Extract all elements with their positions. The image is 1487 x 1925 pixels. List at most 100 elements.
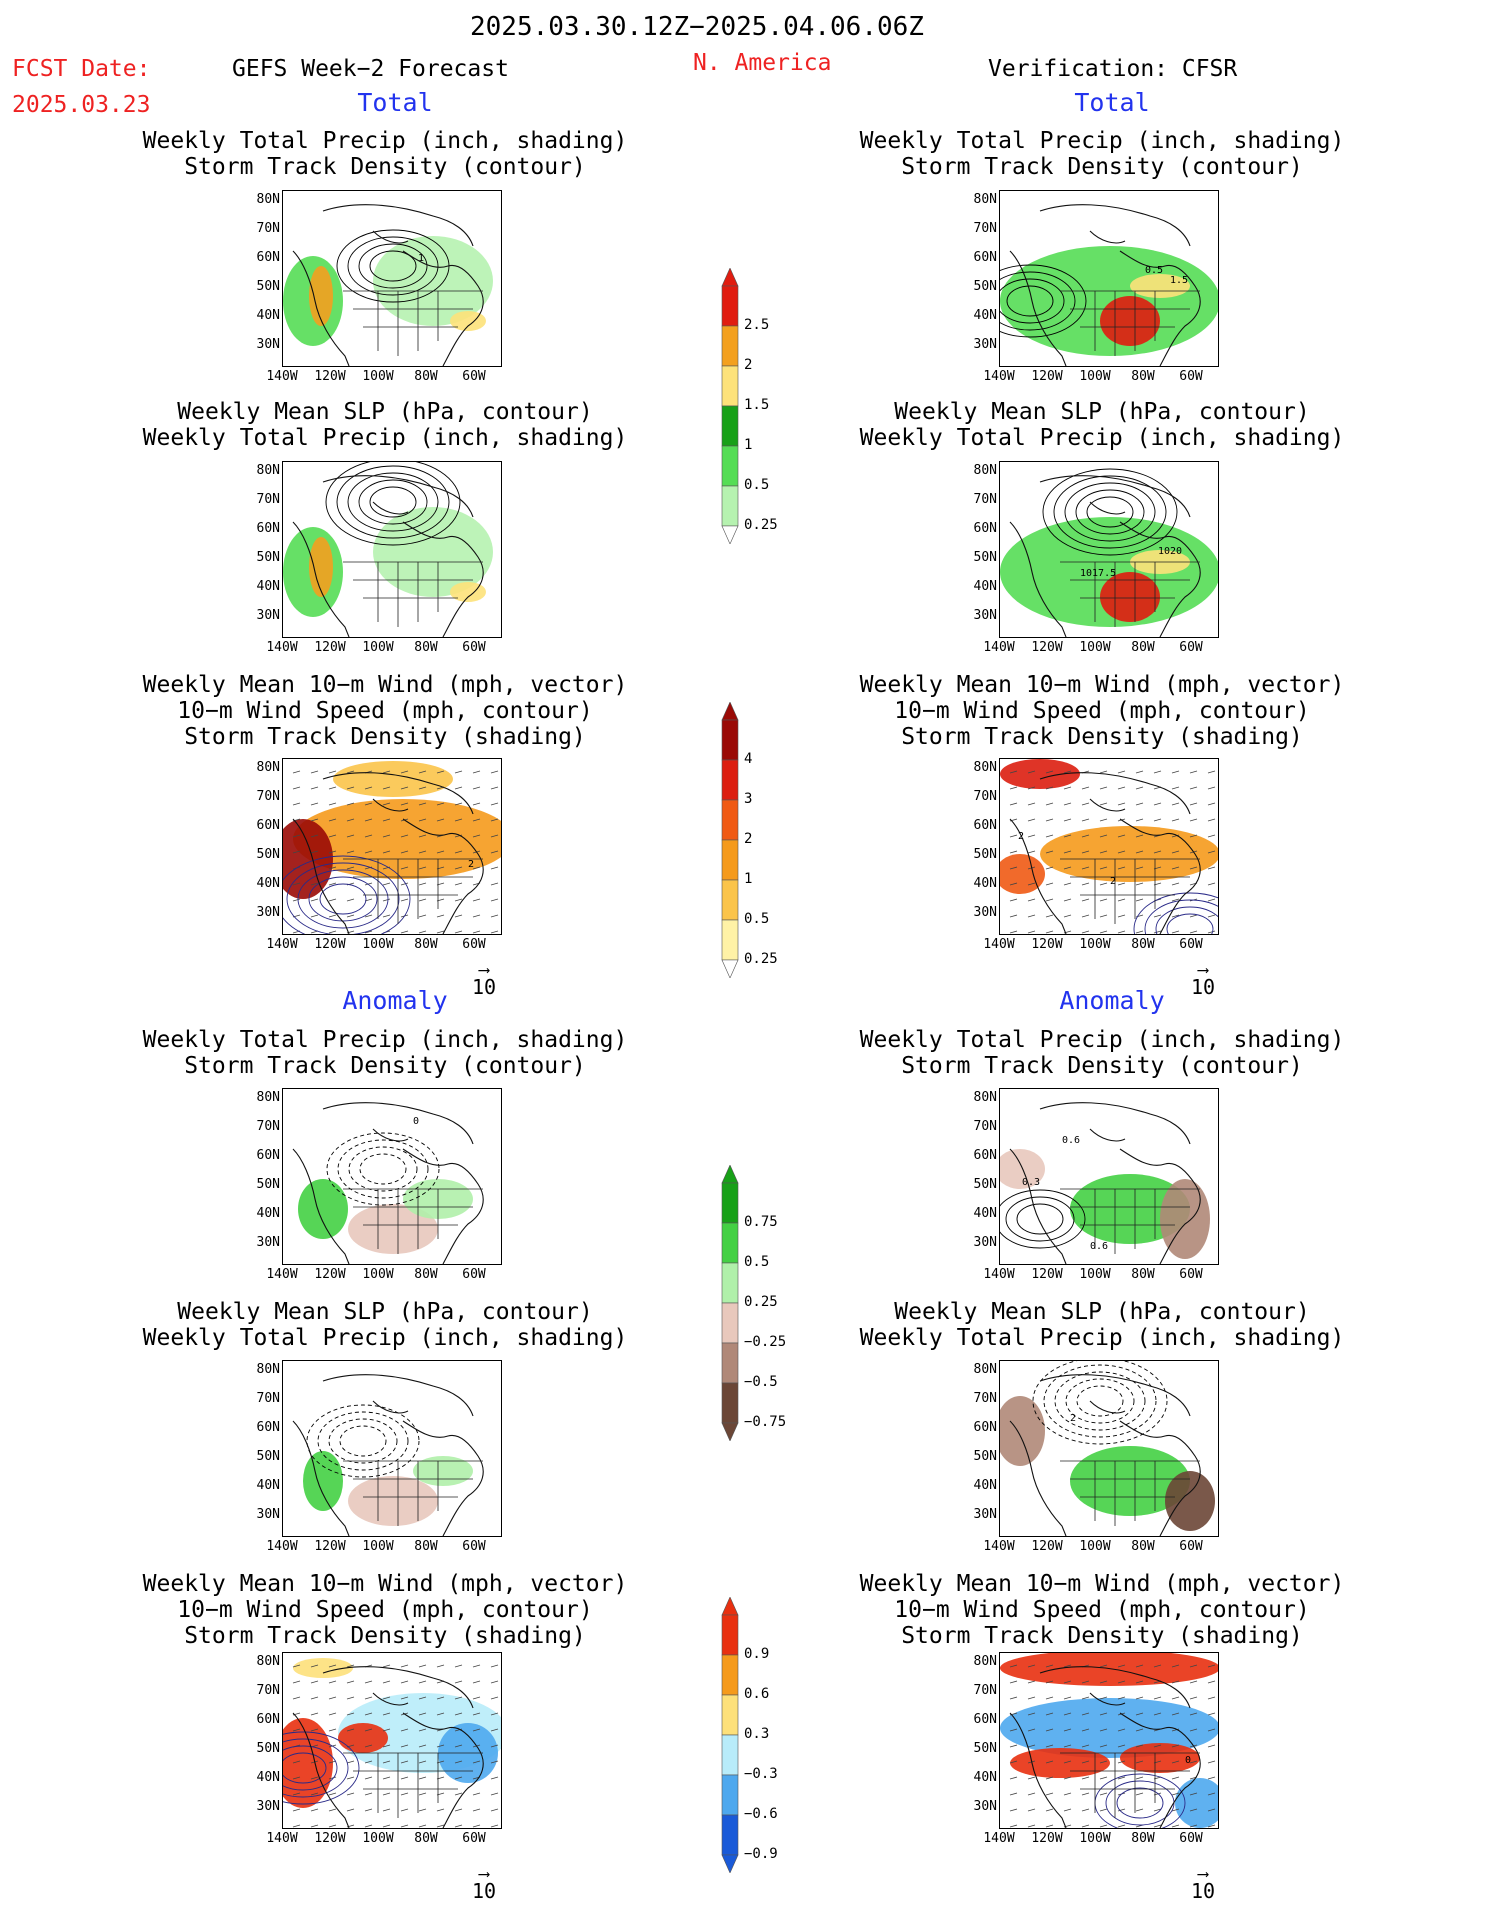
map-panel-5-plot: 2 (283, 761, 501, 934)
lat-label: 60N (973, 1712, 997, 1727)
section-total-left: Total (357, 88, 433, 117)
lat-label: 30N (973, 1799, 997, 1814)
lon-label: 60W (1179, 1831, 1203, 1846)
panel-12-title-line1: Weekly Mean 10−m Wind (mph, vector) (859, 1571, 1345, 1597)
colorbar-label: −0.9 (744, 1846, 778, 1862)
lon-label: 100W (362, 1831, 394, 1846)
wind-speed-contour (1133, 892, 1218, 934)
map-panel-5: 2 (282, 758, 502, 935)
map-panel-1: 1 (282, 190, 502, 367)
ref-vector-5: ⟶ 10 (464, 962, 504, 1000)
colorbar-swatch (721, 1342, 739, 1384)
slp-contour (339, 1425, 387, 1457)
coastline (292, 475, 484, 637)
fcst-date-label: FCST Date: (12, 56, 151, 82)
panel-11-title-line1: Weekly Mean 10−m Wind (mph, vector) (142, 1571, 628, 1597)
track-shade (1040, 826, 1218, 882)
track-density-contour (1000, 264, 1087, 338)
lon-label: 60W (1179, 640, 1203, 655)
panel-10-title: Weekly Mean SLP (hPa, contour) Weekly To… (822, 1299, 1382, 1351)
lat-label: 70N (256, 492, 280, 507)
track-density-contour (1000, 278, 1065, 324)
panel-3-title-line2: Weekly Total Precip (inch, shading) (142, 425, 628, 451)
track-anom-negative (1000, 1698, 1218, 1758)
colorbar-label: 1 (744, 871, 753, 887)
lat-label: 60N (256, 1148, 280, 1163)
left-model-title: GEFS Week−2 Forecast (232, 56, 509, 82)
lon-label: 80W (1131, 640, 1155, 655)
period-title: 2025.03.30.12Z−2025.04.06.06Z (470, 12, 924, 42)
panel-3-title-line1: Weekly Mean SLP (hPa, contour) (177, 399, 593, 425)
lon-label: 60W (462, 369, 486, 384)
lon-label: 60W (462, 640, 486, 655)
lon-label: 80W (414, 640, 438, 655)
lat-label: 80N (256, 1654, 280, 1669)
ref-vector-11: ⟶ 10 (464, 1866, 504, 1904)
wind-speed-contour (283, 1745, 338, 1791)
lat-label: 30N (973, 337, 997, 352)
lon-label: 80W (1131, 937, 1155, 952)
track-anom-positive-center (338, 1723, 388, 1753)
lon-label: 80W (1131, 1831, 1155, 1846)
contour-label: 0.6 (1062, 1135, 1080, 1146)
coastline (1009, 1102, 1201, 1264)
slp-contour (1043, 1364, 1157, 1438)
lon-label: 120W (314, 369, 346, 384)
colorbar-extend-bottom (721, 525, 739, 544)
panel-12-title-line2: 10−m Wind Speed (mph, contour) (894, 1597, 1310, 1623)
fcst-date-value: 2025.03.23 (12, 92, 151, 118)
lat-label: 60N (973, 250, 997, 265)
contour-label: 0.3 (1022, 1177, 1040, 1188)
ref-vector-6: ⟶ 10 (1183, 962, 1223, 1000)
colorbar-swatch (721, 1654, 739, 1696)
colorbar-label: 2.5 (744, 317, 770, 333)
lat-label: 30N (256, 1799, 280, 1814)
lat-label: 50N (256, 279, 280, 294)
wind-speed-contour (1155, 906, 1218, 934)
lon-label: 100W (1079, 1267, 1111, 1282)
colorbar-label: 0.5 (744, 1254, 770, 1270)
coastline (292, 204, 484, 366)
panel-7-title-line1: Weekly Total Precip (inch, shading) (142, 1027, 628, 1053)
wind-vectors (1009, 770, 1216, 934)
region-title: N. America (693, 50, 832, 76)
section-anomaly-right: Anomaly (1059, 986, 1165, 1015)
colorbar-label: −0.3 (744, 1766, 778, 1782)
panel-5-title-line3: Storm Track Density (shading) (184, 724, 586, 750)
wind-speed-contour (283, 1738, 349, 1798)
lon-label: 60W (1179, 369, 1203, 384)
slp-contour (358, 479, 428, 525)
lon-label: 60W (462, 1831, 486, 1846)
lon-label: 140W (266, 1267, 298, 1282)
contour-label: 2 (1070, 1413, 1076, 1424)
colorbar-label: 2 (744, 831, 753, 847)
lat-label: 40N (973, 876, 997, 891)
map-panel-2-plot: 0.5 1.5 (1000, 204, 1218, 366)
precip-shade-heavy (1100, 296, 1160, 346)
track-shade-pacific (1000, 854, 1045, 894)
lat-label: 80N (973, 1654, 997, 1669)
track-density-contour (1000, 271, 1076, 331)
panel-10-title-line2: Weekly Total Precip (inch, shading) (859, 1325, 1345, 1351)
lat-label: 50N (256, 1449, 280, 1464)
precip-anom-dry (348, 1476, 438, 1526)
panel-7-title-line2: Storm Track Density (contour) (184, 1053, 586, 1079)
political-borders (1060, 858, 1200, 924)
lat-label: 80N (256, 192, 280, 207)
lat-label: 30N (256, 1507, 280, 1522)
colorbar-swatch (721, 1694, 739, 1736)
political-borders (343, 858, 483, 924)
lon-label: 120W (1031, 1831, 1063, 1846)
wind-speed-contour (1166, 913, 1214, 934)
lon-label: 120W (314, 1267, 346, 1282)
track-density-contour (1005, 1196, 1075, 1242)
section-anomaly-left: Anomaly (342, 986, 448, 1015)
contour-label: 1.5 (1170, 275, 1188, 286)
lon-label: 140W (983, 640, 1015, 655)
lat-label: 40N (256, 1478, 280, 1493)
panel-3-title: Weekly Mean SLP (hPa, contour) Weekly To… (105, 399, 665, 451)
ref-arrow-icon: ⟶ (1198, 1864, 1208, 1883)
map-panel-11-plot (283, 1658, 501, 1828)
lat-label: 40N (256, 876, 280, 891)
precip-shade-atlantic (450, 582, 486, 602)
